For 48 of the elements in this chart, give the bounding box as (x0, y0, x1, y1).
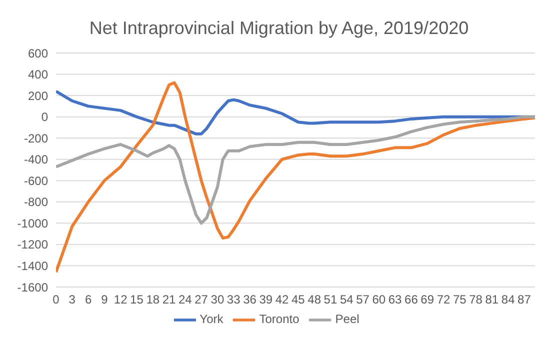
x-tick-label: 81 (485, 292, 499, 307)
x-tick-label: 78 (469, 292, 483, 307)
x-tick-label: 12 (114, 292, 128, 307)
x-tick-label: 66 (404, 292, 418, 307)
x-tick-label: 87 (518, 292, 532, 307)
y-tick-label: 200 (28, 88, 48, 103)
legend-label: Peel (335, 312, 360, 326)
x-tick-label: 48 (308, 292, 322, 307)
x-tick-label: 6 (84, 292, 92, 307)
y-tick-label: -1000 (17, 216, 48, 230)
x-tick-label: 42 (275, 292, 290, 307)
y-tick-label: 600 (28, 46, 48, 60)
legend-label: York (200, 312, 224, 326)
x-tick-label: 36 (243, 292, 257, 307)
x-tick-label: 54 (340, 292, 354, 307)
x-tick-label: 84 (501, 292, 516, 307)
x-tick-label: 63 (388, 292, 402, 307)
y-tick-label: -1400 (17, 258, 48, 273)
x-tick-label: 30 (210, 292, 224, 307)
x-tick-label: 21 (162, 292, 176, 307)
chart-title: Net Intraprovincial Migration by Age, 2019/2020 (88, 17, 470, 40)
x-tick-label: 33 (226, 292, 241, 307)
x-tick-label: 15 (130, 292, 144, 307)
x-tick-label: 75 (452, 292, 467, 307)
line-series (56, 81, 535, 274)
y-tick-label: -600 (24, 174, 48, 188)
y-tick-label: 0 (41, 110, 48, 124)
legend-label: Toronto (259, 312, 300, 326)
y-tick-label: -400 (24, 152, 48, 167)
x-tick-label: 72 (436, 292, 450, 307)
x-tick-label: 24 (178, 292, 192, 307)
x-tick-label: 0 (52, 292, 60, 307)
x-tick-label: 27 (194, 292, 208, 307)
x-tick-label: 57 (356, 292, 370, 307)
y-tick-label: -200 (24, 131, 48, 146)
x-tick-label: 60 (372, 292, 386, 307)
y-tick-label: 400 (28, 68, 48, 82)
y-tick-label: -1200 (17, 238, 48, 252)
x-tick-label: 3 (68, 292, 76, 307)
x-tick-label: 69 (420, 292, 434, 307)
y-tick-label: -800 (24, 195, 48, 210)
x-tick-label: 45 (292, 292, 306, 307)
x-tick-label: 39 (259, 292, 273, 307)
line-series (56, 115, 535, 225)
x-tick-label: 9 (101, 292, 108, 307)
x-tick-label: 18 (146, 292, 160, 307)
x-tick-label: 51 (324, 292, 338, 307)
y-tick-label: -1600 (17, 280, 48, 294)
